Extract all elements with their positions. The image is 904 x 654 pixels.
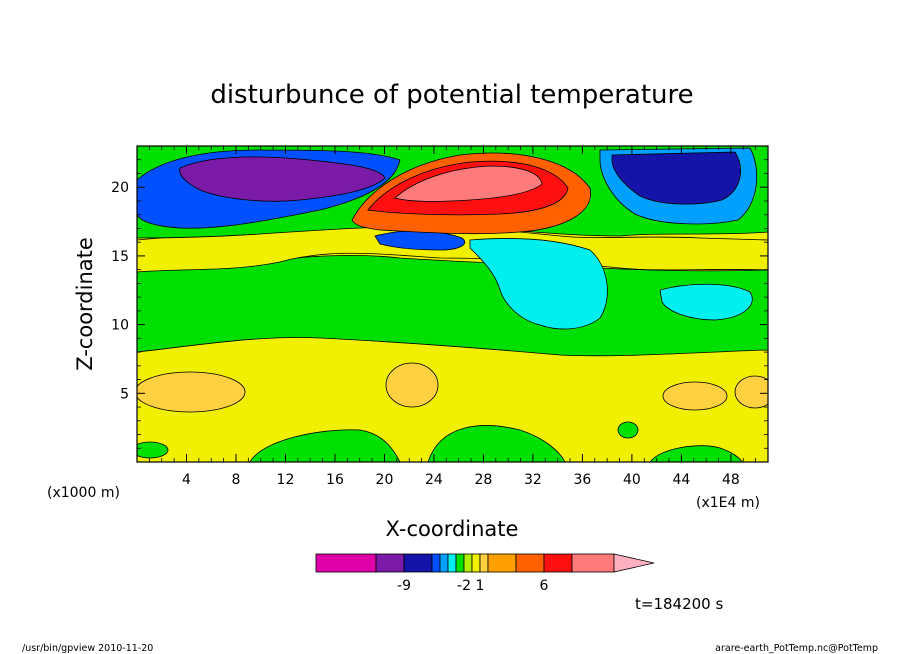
x-tick-label: 48 bbox=[722, 472, 740, 488]
colorbar-level bbox=[431, 553, 441, 573]
x-tick-label: 16 bbox=[326, 472, 344, 488]
colorbar-label: 6 bbox=[540, 578, 549, 594]
footer-right: arare-earth_PotTemp.nc@PotTemp bbox=[715, 643, 878, 654]
x-tick-label: 40 bbox=[623, 472, 641, 488]
chart-title: disturbunce of potential temperature bbox=[210, 80, 693, 110]
region-orange-blob-right2 bbox=[734, 375, 768, 409]
colorbar-level bbox=[543, 553, 573, 573]
region-bottom-green-4 bbox=[617, 421, 639, 439]
x-axis-title: X-coordinate bbox=[386, 517, 519, 541]
x-tick-label: 8 bbox=[232, 472, 241, 488]
time-label: t=184200 s bbox=[635, 595, 723, 613]
region-bottom-green-3 bbox=[137, 441, 169, 459]
colorbar-level bbox=[315, 553, 377, 573]
region-cyan bbox=[469, 238, 608, 330]
y-tick-label: 10 bbox=[111, 318, 129, 334]
x-tick-label: 12 bbox=[277, 472, 295, 488]
x-tick-label: 36 bbox=[573, 472, 591, 488]
region-orange-blob-left bbox=[137, 371, 246, 413]
colorbar-arrow bbox=[613, 553, 655, 573]
colorbar-level bbox=[571, 553, 615, 573]
region-cyan-right bbox=[659, 283, 753, 321]
region-bottom-green bbox=[249, 429, 401, 462]
colorbar-level bbox=[439, 553, 449, 573]
x-unit-label: (x1000 m) bbox=[47, 485, 120, 501]
footer-left: /usr/bin/gpview 2010-11-20 bbox=[22, 643, 153, 654]
y-tick-label: 20 bbox=[111, 180, 129, 196]
region-orange-blob-mid bbox=[385, 362, 439, 408]
x-tick-label: 4 bbox=[182, 472, 191, 488]
region-pink-core bbox=[394, 165, 543, 202]
region-right-blue bbox=[611, 151, 741, 205]
x-axis: 4 8 12 16 20 24 28 32 36 40 44 48 bbox=[148, 146, 757, 488]
region-left-purple bbox=[179, 156, 386, 202]
region-bottom-green-2 bbox=[427, 425, 566, 462]
x-tick-label: 32 bbox=[524, 472, 542, 488]
x-tick-label: 24 bbox=[425, 472, 443, 488]
colorbar-level bbox=[479, 553, 489, 573]
plot-area bbox=[137, 146, 768, 462]
colorbar-label: -9 bbox=[397, 578, 411, 594]
colorbar-level bbox=[455, 553, 465, 573]
x-scale-note: (x1E4 m) bbox=[696, 495, 760, 511]
colorbar-label: -2 bbox=[457, 578, 471, 594]
colorbar-level bbox=[447, 553, 457, 573]
region-bottom-green-5 bbox=[649, 445, 743, 462]
plot-frame bbox=[136, 145, 769, 463]
colorbar: -9 -2 1 6 bbox=[315, 553, 655, 594]
y-axis: 5 10 15 20 bbox=[111, 159, 768, 449]
x-tick-label: 28 bbox=[475, 472, 493, 488]
colorbar-level bbox=[375, 553, 405, 573]
y-axis-title: Z-coordinate bbox=[73, 237, 97, 371]
colorbar-label: 1 bbox=[476, 578, 485, 594]
colorbar-level bbox=[471, 553, 481, 573]
y-tick-label: 5 bbox=[120, 386, 129, 402]
colorbar-level bbox=[515, 553, 545, 573]
colorbar-level bbox=[403, 553, 433, 573]
colorbar-level bbox=[487, 553, 517, 573]
y-tick-label: 15 bbox=[111, 249, 129, 265]
colorbar-level bbox=[463, 553, 473, 573]
x-tick-label: 20 bbox=[376, 472, 394, 488]
x-tick-label: 44 bbox=[672, 472, 690, 488]
region-orange-blob-right bbox=[662, 381, 728, 411]
